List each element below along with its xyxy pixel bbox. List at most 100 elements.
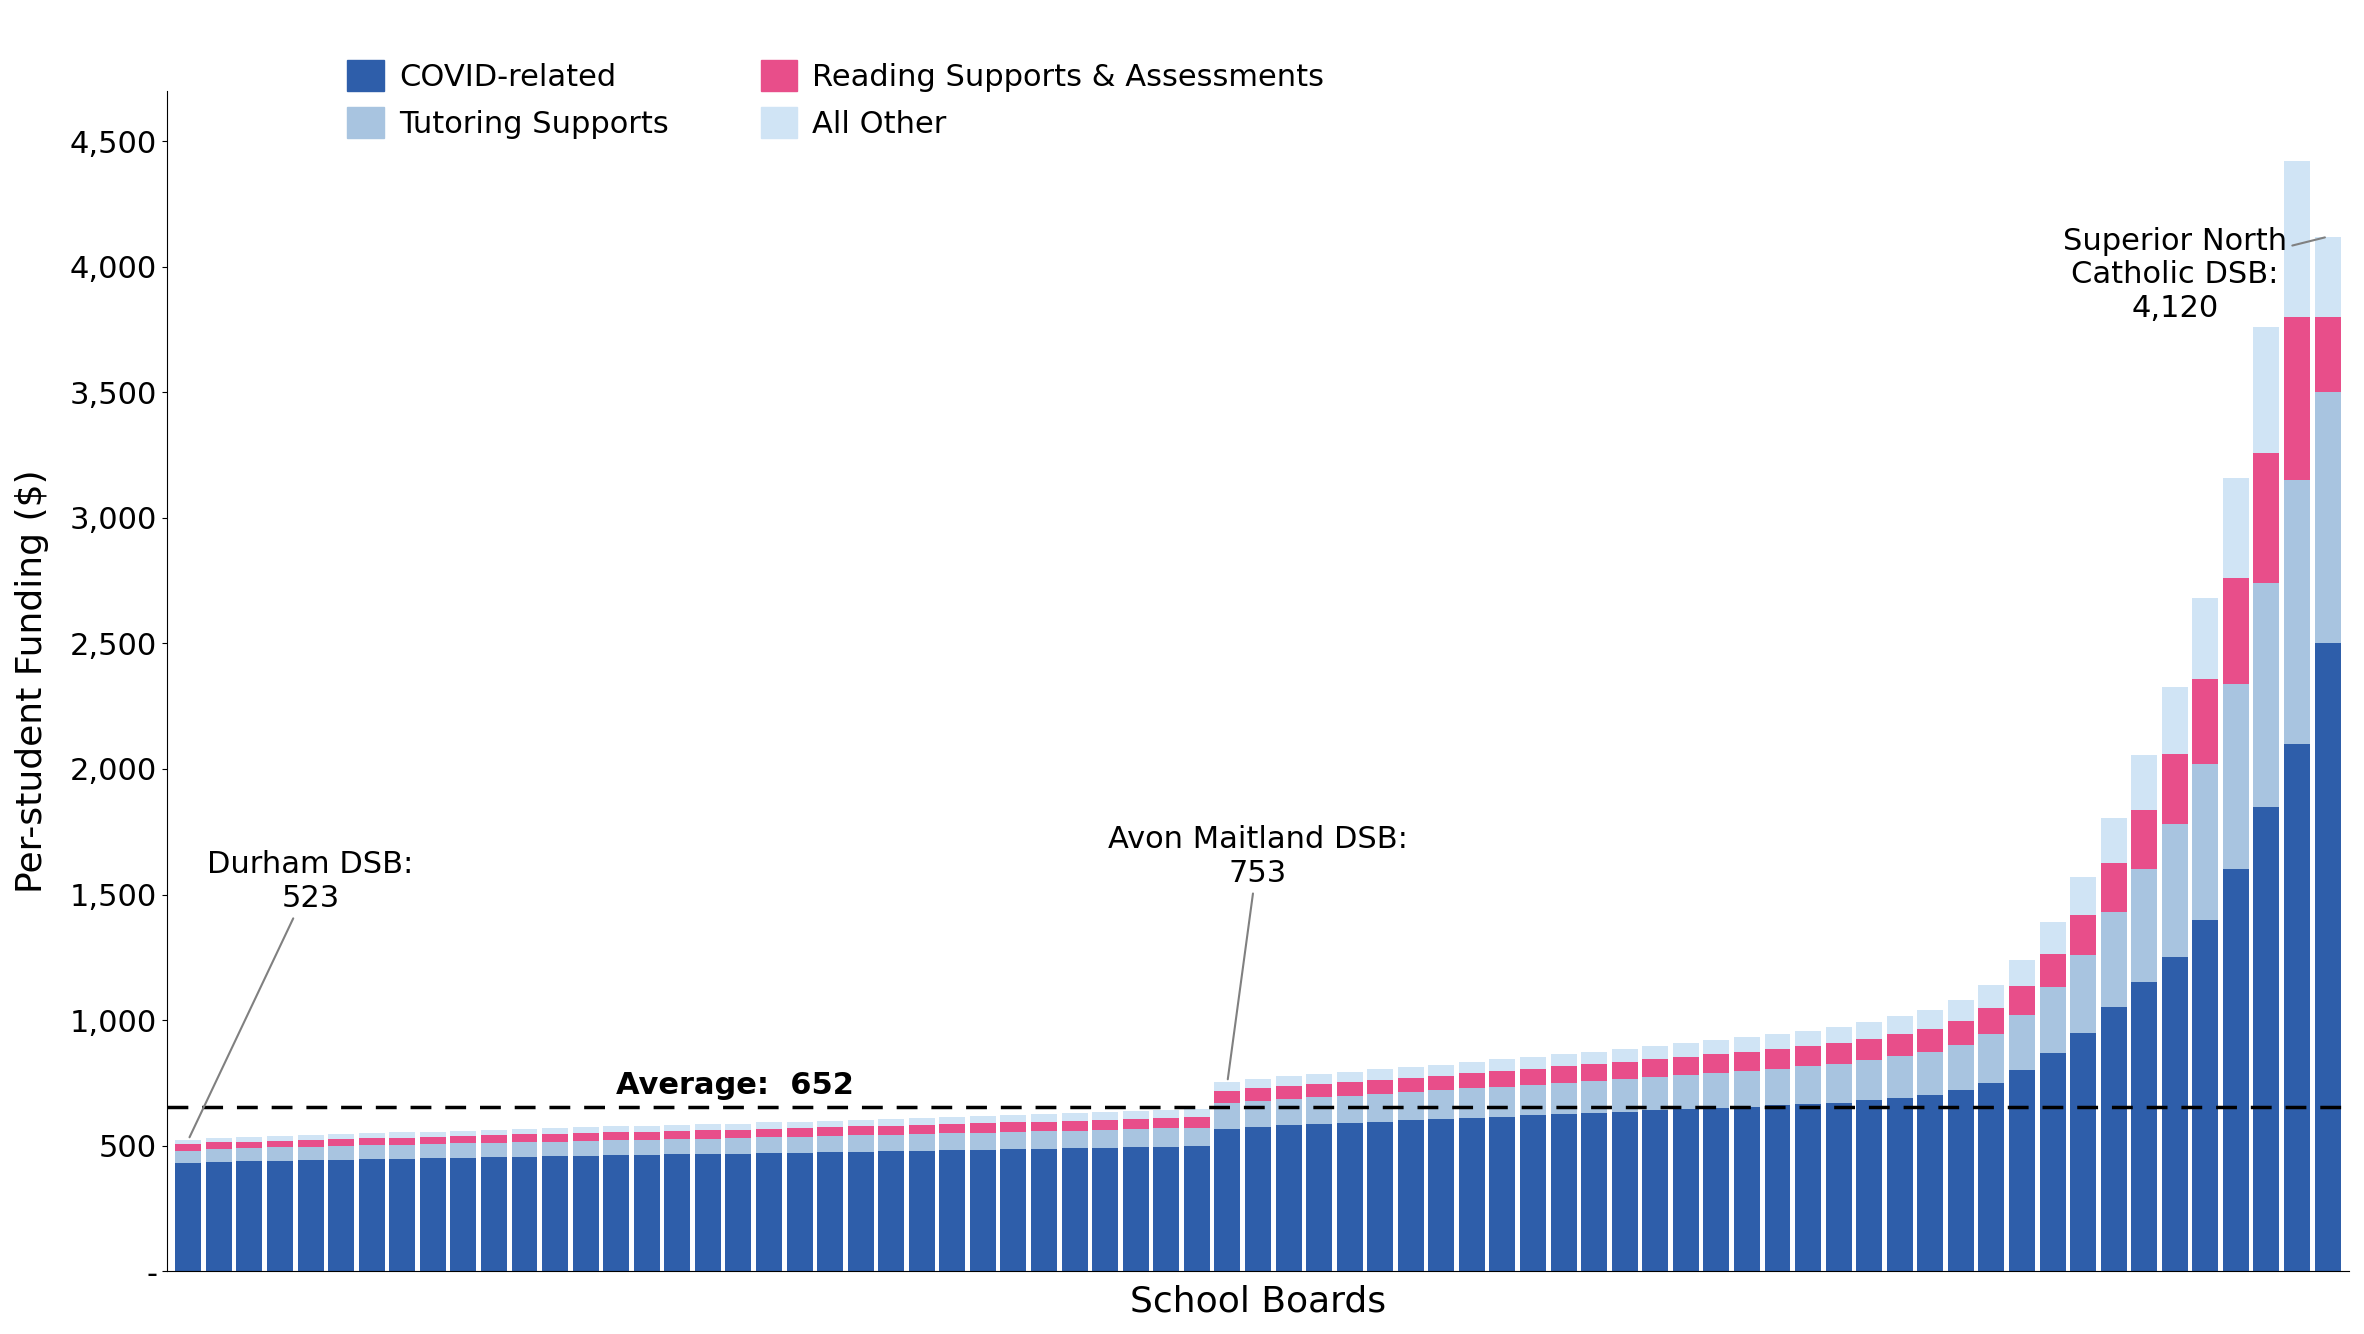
Bar <box>267 1135 293 1141</box>
Bar <box>421 1137 447 1145</box>
Bar <box>206 1149 232 1162</box>
Bar <box>603 1126 629 1133</box>
Bar <box>1154 1129 1180 1147</box>
Bar <box>879 1151 903 1271</box>
Bar <box>390 1138 416 1145</box>
Bar <box>2191 919 2217 1271</box>
Bar <box>236 1149 262 1161</box>
Bar <box>1704 1054 1730 1073</box>
Bar <box>1277 1077 1303 1086</box>
Bar <box>421 1158 447 1271</box>
Bar <box>2102 1007 2128 1271</box>
Bar <box>541 1134 567 1142</box>
Bar <box>849 1121 875 1126</box>
Bar <box>298 1139 324 1147</box>
Bar <box>236 1142 262 1149</box>
Bar <box>1092 1147 1118 1271</box>
Bar <box>695 1138 721 1154</box>
Bar <box>1489 1087 1515 1117</box>
Bar <box>1794 1066 1820 1105</box>
Bar <box>1277 1126 1303 1271</box>
Bar <box>480 1135 506 1143</box>
Bar <box>939 1125 965 1134</box>
Bar <box>1917 1053 1943 1095</box>
Bar <box>206 1162 232 1271</box>
Bar <box>2222 478 2248 578</box>
Bar <box>1612 1062 1638 1079</box>
Bar <box>421 1131 447 1137</box>
Bar <box>480 1157 506 1271</box>
Bar <box>2009 986 2035 1015</box>
Bar <box>1123 1147 1149 1271</box>
Bar <box>1215 1103 1241 1129</box>
Bar <box>2161 824 2187 958</box>
Bar <box>329 1134 355 1139</box>
Bar <box>1000 1133 1026 1149</box>
Bar <box>1277 1099 1303 1126</box>
Bar <box>908 1151 934 1271</box>
Bar <box>1612 1111 1638 1271</box>
Bar <box>879 1126 903 1135</box>
Bar <box>511 1129 537 1134</box>
Bar <box>267 1147 293 1161</box>
Bar <box>1948 1090 1974 1271</box>
Bar <box>2191 598 2217 679</box>
Bar <box>1428 1119 1454 1271</box>
Bar <box>2132 811 2158 870</box>
Bar <box>1336 1123 1362 1271</box>
Bar <box>664 1154 690 1271</box>
Bar <box>1582 1113 1608 1271</box>
Bar <box>2132 870 2158 982</box>
Bar <box>1246 1087 1272 1101</box>
Bar <box>572 1141 598 1155</box>
Bar <box>634 1139 660 1155</box>
Bar <box>1704 1109 1730 1271</box>
Bar <box>1764 1069 1790 1106</box>
Bar <box>1184 1118 1210 1127</box>
Bar <box>1459 1074 1485 1089</box>
Bar <box>452 1143 478 1158</box>
Bar <box>969 1150 995 1271</box>
Bar <box>2040 987 2066 1053</box>
Bar <box>818 1127 844 1137</box>
Bar <box>2222 870 2248 1271</box>
Bar <box>1123 1129 1149 1147</box>
Bar <box>1674 1057 1700 1075</box>
Bar <box>1643 1110 1669 1271</box>
Text: Superior North
Catholic DSB:
4,120: Superior North Catholic DSB: 4,120 <box>2064 227 2324 323</box>
Bar <box>1674 1109 1700 1271</box>
Bar <box>1612 1079 1638 1111</box>
Bar <box>1979 1034 2005 1083</box>
Bar <box>480 1143 506 1157</box>
Bar <box>969 1133 995 1150</box>
Bar <box>175 1139 201 1145</box>
Bar <box>664 1131 690 1139</box>
Bar <box>2071 955 2097 1033</box>
Bar <box>1031 1149 1057 1271</box>
Bar <box>1551 1114 1577 1271</box>
Bar <box>1764 1034 1790 1049</box>
Bar <box>1031 1114 1057 1122</box>
Bar <box>2161 754 2187 824</box>
Bar <box>2071 876 2097 915</box>
Bar <box>1825 1043 1851 1065</box>
Bar <box>1061 1149 1087 1271</box>
Bar <box>879 1135 903 1151</box>
Text: Avon Maitland DSB:
753: Avon Maitland DSB: 753 <box>1109 826 1409 1079</box>
Bar <box>1366 1094 1392 1122</box>
Bar <box>511 1134 537 1142</box>
Bar <box>1336 1095 1362 1123</box>
Bar <box>2009 959 2035 986</box>
Bar <box>390 1159 416 1271</box>
Bar <box>1520 1115 1546 1271</box>
Bar <box>359 1159 385 1271</box>
Bar <box>1520 1085 1546 1115</box>
Bar <box>849 1151 875 1271</box>
Bar <box>603 1141 629 1155</box>
Text: Average:  652: Average: 652 <box>617 1071 853 1099</box>
Bar <box>480 1130 506 1135</box>
Bar <box>359 1134 385 1138</box>
Bar <box>939 1134 965 1150</box>
Bar <box>1733 1037 1759 1051</box>
Bar <box>1277 1086 1303 1099</box>
